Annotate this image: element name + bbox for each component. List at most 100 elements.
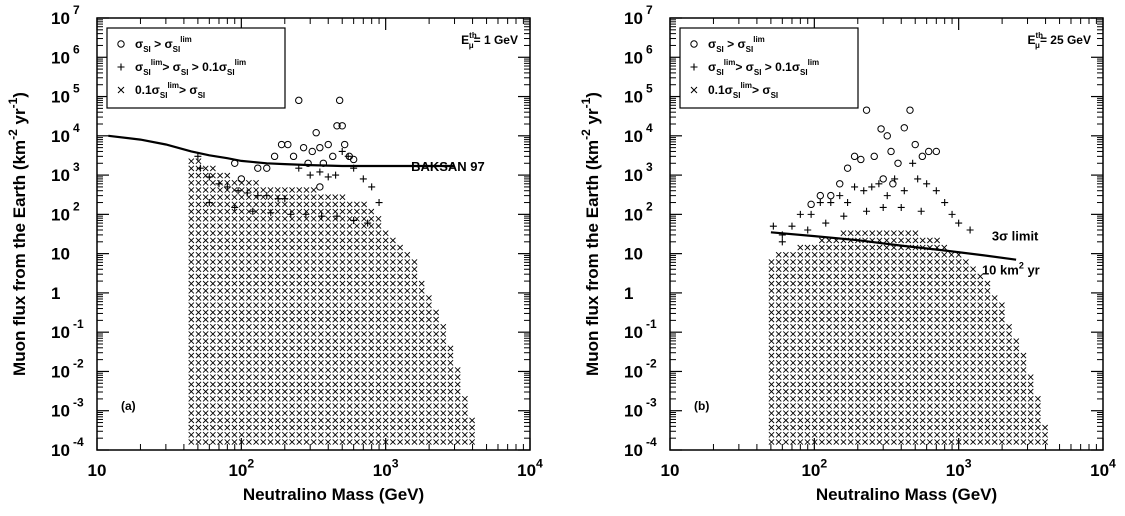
cross-point [369,259,374,264]
cross-point [369,303,374,308]
cross-point [289,411,294,416]
cross-point [304,187,309,192]
cross-point [369,209,374,214]
cross-point [862,324,867,329]
cross-point [992,382,997,387]
cross-point [253,339,258,344]
cross-point [210,267,215,272]
cross-point [927,288,932,293]
cross-point [956,331,961,336]
cross-point [325,382,330,387]
cross-point [333,346,338,351]
cross-point [826,375,831,380]
cross-point [246,238,251,243]
cross-point [361,403,366,408]
cross-point [297,195,302,200]
cross-point [841,274,846,279]
cross-point [275,389,280,394]
cross-point [261,231,266,236]
cross-point [992,403,997,408]
cross-point [970,303,975,308]
cross-point [769,425,774,430]
cross-point [340,411,345,416]
cross-point [354,267,359,272]
cross-point [1028,411,1033,416]
circle-point [919,153,925,159]
cross-point [203,382,208,387]
cross-point [942,425,947,430]
cross-point [455,432,460,437]
cross-point [282,281,287,286]
cross-point [812,353,817,358]
cross-point [225,317,230,322]
cross-point [1006,353,1011,358]
cross-point [397,432,402,437]
cross-point [196,353,201,358]
cross-point [920,310,925,315]
cross-point [812,281,817,286]
cross-point [913,382,918,387]
cross-point [906,274,911,279]
cross-point [333,288,338,293]
cross-point [232,303,237,308]
cross-point [884,267,889,272]
cross-point [268,324,273,329]
cross-point [898,267,903,272]
cross-point [906,375,911,380]
cross-point [790,367,795,372]
circle-point [296,97,302,103]
cross-point [862,403,867,408]
cross-point [942,439,947,444]
cross-point [311,331,316,336]
cross-point [289,389,294,394]
cross-point [855,295,860,300]
limit-line-exposure-label: 10 km2 yr [982,261,1040,278]
cross-point [239,346,244,351]
cross-point [405,303,410,308]
cross-point [340,202,345,207]
cross-point [253,295,258,300]
cross-point [318,403,323,408]
cross-point [196,231,201,236]
cross-point [1028,439,1033,444]
cross-point [862,303,867,308]
cross-point [776,339,781,344]
cross-point [196,389,201,394]
cross-point [347,209,352,214]
cross-point [906,360,911,365]
cross-point [261,432,266,437]
cross-point [769,382,774,387]
cross-point [383,353,388,358]
cross-point [455,425,460,430]
cross-point [934,281,939,286]
cross-point [225,411,230,416]
cross-point [426,339,431,344]
cross-point [397,288,402,293]
cross-point [956,281,961,286]
cross-point [812,274,817,279]
cross-point [333,195,338,200]
y-tick-label: 10 [51,323,70,342]
cross-point [361,331,366,336]
cross-point [383,310,388,315]
cross-point [462,411,467,416]
cross-point [891,231,896,236]
cross-point [898,310,903,315]
cross-point [333,432,338,437]
cross-point [390,331,395,336]
cross-point [826,439,831,444]
cross-point [282,324,287,329]
cross-point [884,403,889,408]
cross-point [189,303,194,308]
cross-point [253,324,258,329]
x-tick-label: 104 [517,457,543,481]
cross-point [318,382,323,387]
cross-point [819,295,824,300]
cross-point [275,310,280,315]
cross-point [268,382,273,387]
cross-point [282,223,287,228]
cross-point [877,346,882,351]
cross-point [354,310,359,315]
cross-point [426,389,431,394]
cross-point [934,252,939,257]
